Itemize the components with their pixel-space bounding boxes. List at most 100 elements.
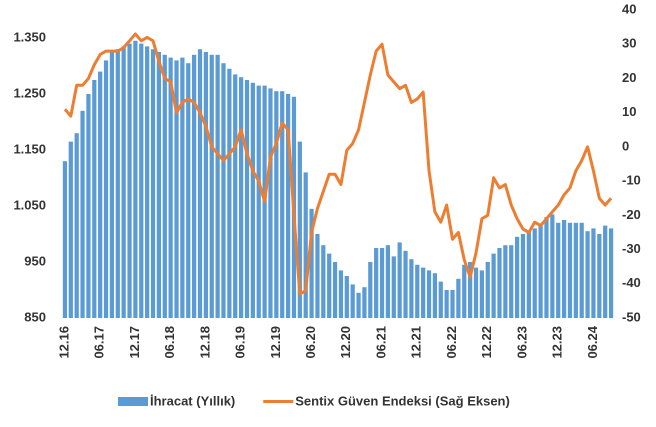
bar: [432, 273, 438, 318]
bar: [350, 284, 355, 318]
bar: [62, 161, 68, 318]
bar: [332, 262, 338, 318]
bar: [561, 220, 567, 318]
legend-label: İhracat (Yıllık): [150, 393, 235, 408]
bar: [86, 94, 91, 318]
bar: [221, 63, 226, 319]
bar: [180, 57, 185, 318]
x-tick-label: 12.20: [338, 326, 353, 359]
bar: [385, 245, 391, 318]
y2-tick-label: -10: [622, 173, 641, 188]
bar: [479, 270, 484, 318]
bar: [103, 60, 109, 319]
bar: [344, 276, 349, 318]
bar: [597, 234, 602, 318]
bar: [133, 40, 138, 319]
bar: [256, 85, 261, 318]
x-tick-label: 06.24: [585, 325, 600, 358]
bar: [421, 267, 426, 318]
y-tick-label: 1.050: [13, 197, 46, 212]
bar: [503, 245, 508, 318]
bar: [538, 225, 543, 318]
y2-tick-label: -40: [622, 275, 641, 290]
bar: [192, 54, 197, 319]
bar: [514, 236, 520, 318]
y-tick-label: 850: [24, 309, 46, 324]
bar: [303, 172, 308, 318]
x-tick-label: 06.22: [444, 326, 459, 359]
x-tick-label: 06.19: [233, 326, 248, 359]
bar: [321, 245, 326, 318]
y-tick-label: 1.250: [13, 85, 46, 100]
bar: [92, 80, 97, 318]
bar: [309, 208, 314, 318]
bar: [297, 141, 302, 318]
bar: [74, 133, 79, 318]
bar: [473, 267, 479, 318]
bar: [139, 43, 144, 318]
bar: [608, 228, 614, 318]
y2-tick-label: 0: [622, 138, 629, 153]
y-tick-label: 1.150: [13, 141, 46, 156]
line: [63, 32, 613, 296]
bar: [526, 231, 531, 318]
x-tick-label: 06.17: [92, 326, 107, 359]
x-tick-label: 06.20: [303, 326, 318, 359]
x-tick-label: 12.17: [127, 326, 142, 359]
bar: [462, 264, 467, 318]
bar: [444, 290, 449, 318]
bar: [174, 60, 179, 319]
bar: [209, 54, 214, 319]
bar: [603, 225, 608, 318]
x-tick-label: 12.19: [268, 326, 283, 359]
x-tick-label: 06.21: [373, 326, 388, 359]
bar: [485, 262, 490, 318]
y2-tick-label: -30: [622, 241, 641, 256]
bar: [109, 52, 115, 318]
bar: [227, 68, 232, 318]
bar: [80, 110, 85, 318]
bar: [426, 270, 432, 318]
y2-tick-label: -20: [622, 207, 641, 222]
x-tick-label: 06.18: [162, 326, 177, 359]
bar: [115, 49, 120, 318]
bar: [585, 231, 590, 318]
bar: [403, 250, 408, 318]
y-tick-label: 1.350: [13, 29, 46, 44]
y2-tick-label: 10: [622, 104, 636, 119]
bar: [456, 278, 461, 318]
bar: [233, 74, 238, 319]
bar: [280, 91, 285, 318]
bar: [274, 91, 279, 318]
bar: [409, 259, 414, 318]
bar: [68, 141, 73, 318]
bar: [356, 292, 361, 318]
bar: [520, 234, 526, 318]
bar: [415, 264, 420, 318]
legend-swatch: [118, 397, 148, 406]
bar: [391, 256, 396, 318]
bar: [509, 245, 514, 318]
bar: [438, 281, 443, 318]
y2-tick-label: 20: [622, 70, 636, 85]
bar: [368, 262, 373, 318]
y-tick-label: 950: [24, 253, 46, 268]
bar: [532, 228, 537, 318]
bar: [544, 217, 549, 318]
y2-tick-label: 30: [622, 36, 636, 51]
y2-tick-label: 40: [622, 1, 636, 16]
bar: [550, 214, 555, 318]
bar: [238, 77, 244, 318]
bar: [556, 222, 561, 318]
bar: [327, 253, 332, 318]
bar: [573, 222, 578, 318]
bar: [450, 290, 455, 318]
bar: [121, 46, 126, 319]
x-tick-label: 12.21: [409, 326, 424, 359]
bar: [468, 262, 473, 318]
bar: [491, 253, 496, 318]
bar: [397, 242, 402, 318]
bar: [203, 52, 208, 318]
x-tick-label: 12.16: [56, 326, 71, 359]
